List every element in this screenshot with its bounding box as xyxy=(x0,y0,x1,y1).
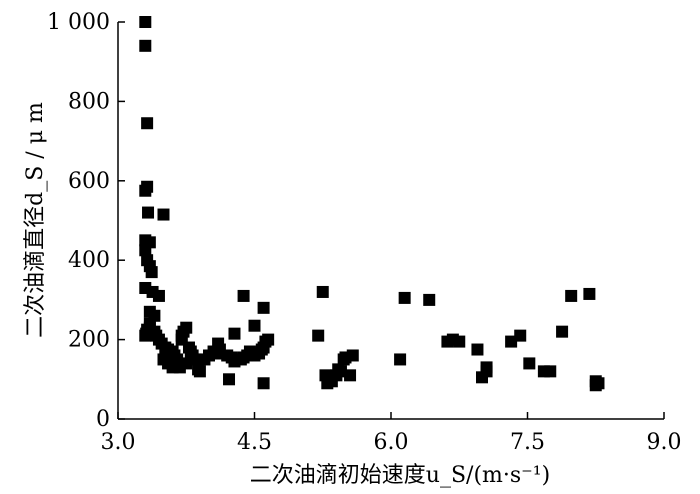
data-point xyxy=(471,343,484,356)
data-point xyxy=(142,206,155,219)
data-point xyxy=(237,289,250,302)
data-point xyxy=(556,325,569,338)
y-tick-label: 200 xyxy=(68,328,110,353)
data-point xyxy=(583,287,596,300)
data-point xyxy=(180,321,193,334)
data-point xyxy=(394,353,407,366)
data-point xyxy=(565,289,578,302)
data-point xyxy=(257,301,270,314)
x-tick-label: 6.0 xyxy=(374,430,409,455)
data-point xyxy=(480,365,493,378)
data-point xyxy=(316,285,329,298)
data-point xyxy=(145,266,158,279)
data-point xyxy=(346,349,359,362)
data-point xyxy=(228,327,241,340)
ticks-layer: 0 200 400 600 800 1 000 3.0 4.5 6.0 7.5 9.0 xyxy=(47,10,681,455)
data-point xyxy=(248,319,261,332)
data-point xyxy=(257,377,270,390)
data-point xyxy=(344,369,357,382)
data-point xyxy=(141,117,154,130)
data-point xyxy=(139,39,152,52)
data-point xyxy=(514,329,527,342)
data-point xyxy=(152,289,165,302)
y-axis-title: 二次油滴直径d_S / μ m xyxy=(23,102,48,338)
data-point xyxy=(523,357,536,370)
x-tick-label: 4.5 xyxy=(237,430,272,455)
data-point xyxy=(223,373,236,386)
data-point xyxy=(423,293,436,306)
points-layer xyxy=(139,16,605,392)
data-point xyxy=(312,329,325,342)
x-tick-label: 3.0 xyxy=(101,430,136,455)
data-point xyxy=(334,365,347,378)
data-point xyxy=(398,291,411,304)
x-axis-title: 二次油滴初始速度u_S/(m·s⁻¹) xyxy=(250,463,550,488)
x-tick-label: 7.5 xyxy=(510,430,545,455)
axes-layer xyxy=(117,22,664,420)
x-tick-label: 9.0 xyxy=(647,430,682,455)
y-tick-label: 400 xyxy=(68,248,110,273)
y-tick-label: 800 xyxy=(68,89,110,114)
data-point xyxy=(141,180,154,193)
data-point xyxy=(453,335,466,348)
y-tick-label: 600 xyxy=(68,169,110,194)
y-tick-label: 0 xyxy=(96,407,110,432)
data-point xyxy=(186,353,199,366)
y-tick-label: 1 000 xyxy=(47,10,110,35)
data-point xyxy=(505,335,518,348)
data-point xyxy=(139,16,152,28)
data-point xyxy=(544,365,557,378)
data-point xyxy=(589,379,602,392)
data-point xyxy=(157,208,170,221)
data-point xyxy=(193,365,206,378)
data-point xyxy=(212,337,225,350)
data-point xyxy=(139,244,152,257)
data-point xyxy=(262,333,275,346)
